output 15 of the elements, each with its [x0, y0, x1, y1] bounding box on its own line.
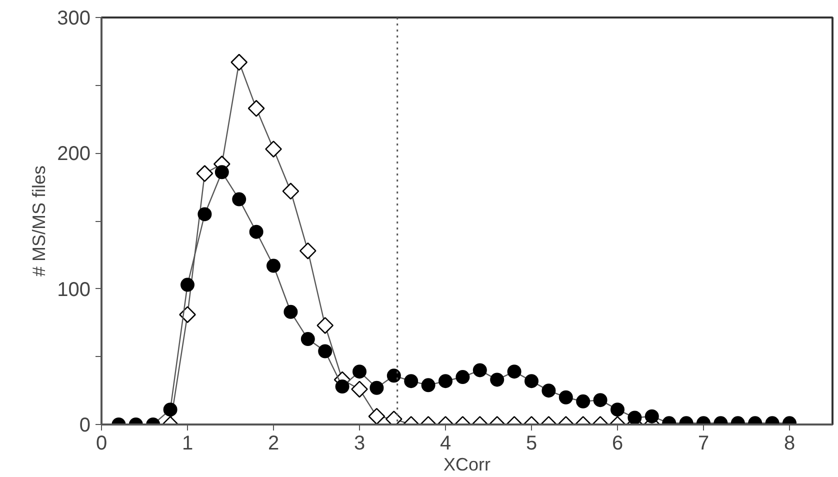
x-tick-label: 1	[182, 432, 194, 454]
y-tick-label: 300	[57, 8, 91, 30]
x-tick-label: 6	[612, 432, 624, 454]
y-tick-label: 0	[79, 414, 90, 436]
y-tick-label: 200	[57, 143, 91, 166]
x-tick-label: 4	[440, 432, 452, 454]
x-tick-label: 2	[268, 432, 280, 454]
x-tick-label: 0	[96, 432, 108, 454]
x-tick-label: 3	[354, 432, 366, 454]
x-tick-label: 7	[698, 432, 710, 454]
x-tick-label: 8	[784, 432, 796, 454]
y-tick-label: 100	[57, 278, 91, 301]
x-axis-title: XCorr	[444, 454, 491, 474]
x-tick-label: 5	[526, 432, 538, 454]
y-axis-title: # MS/MS files	[29, 165, 50, 277]
